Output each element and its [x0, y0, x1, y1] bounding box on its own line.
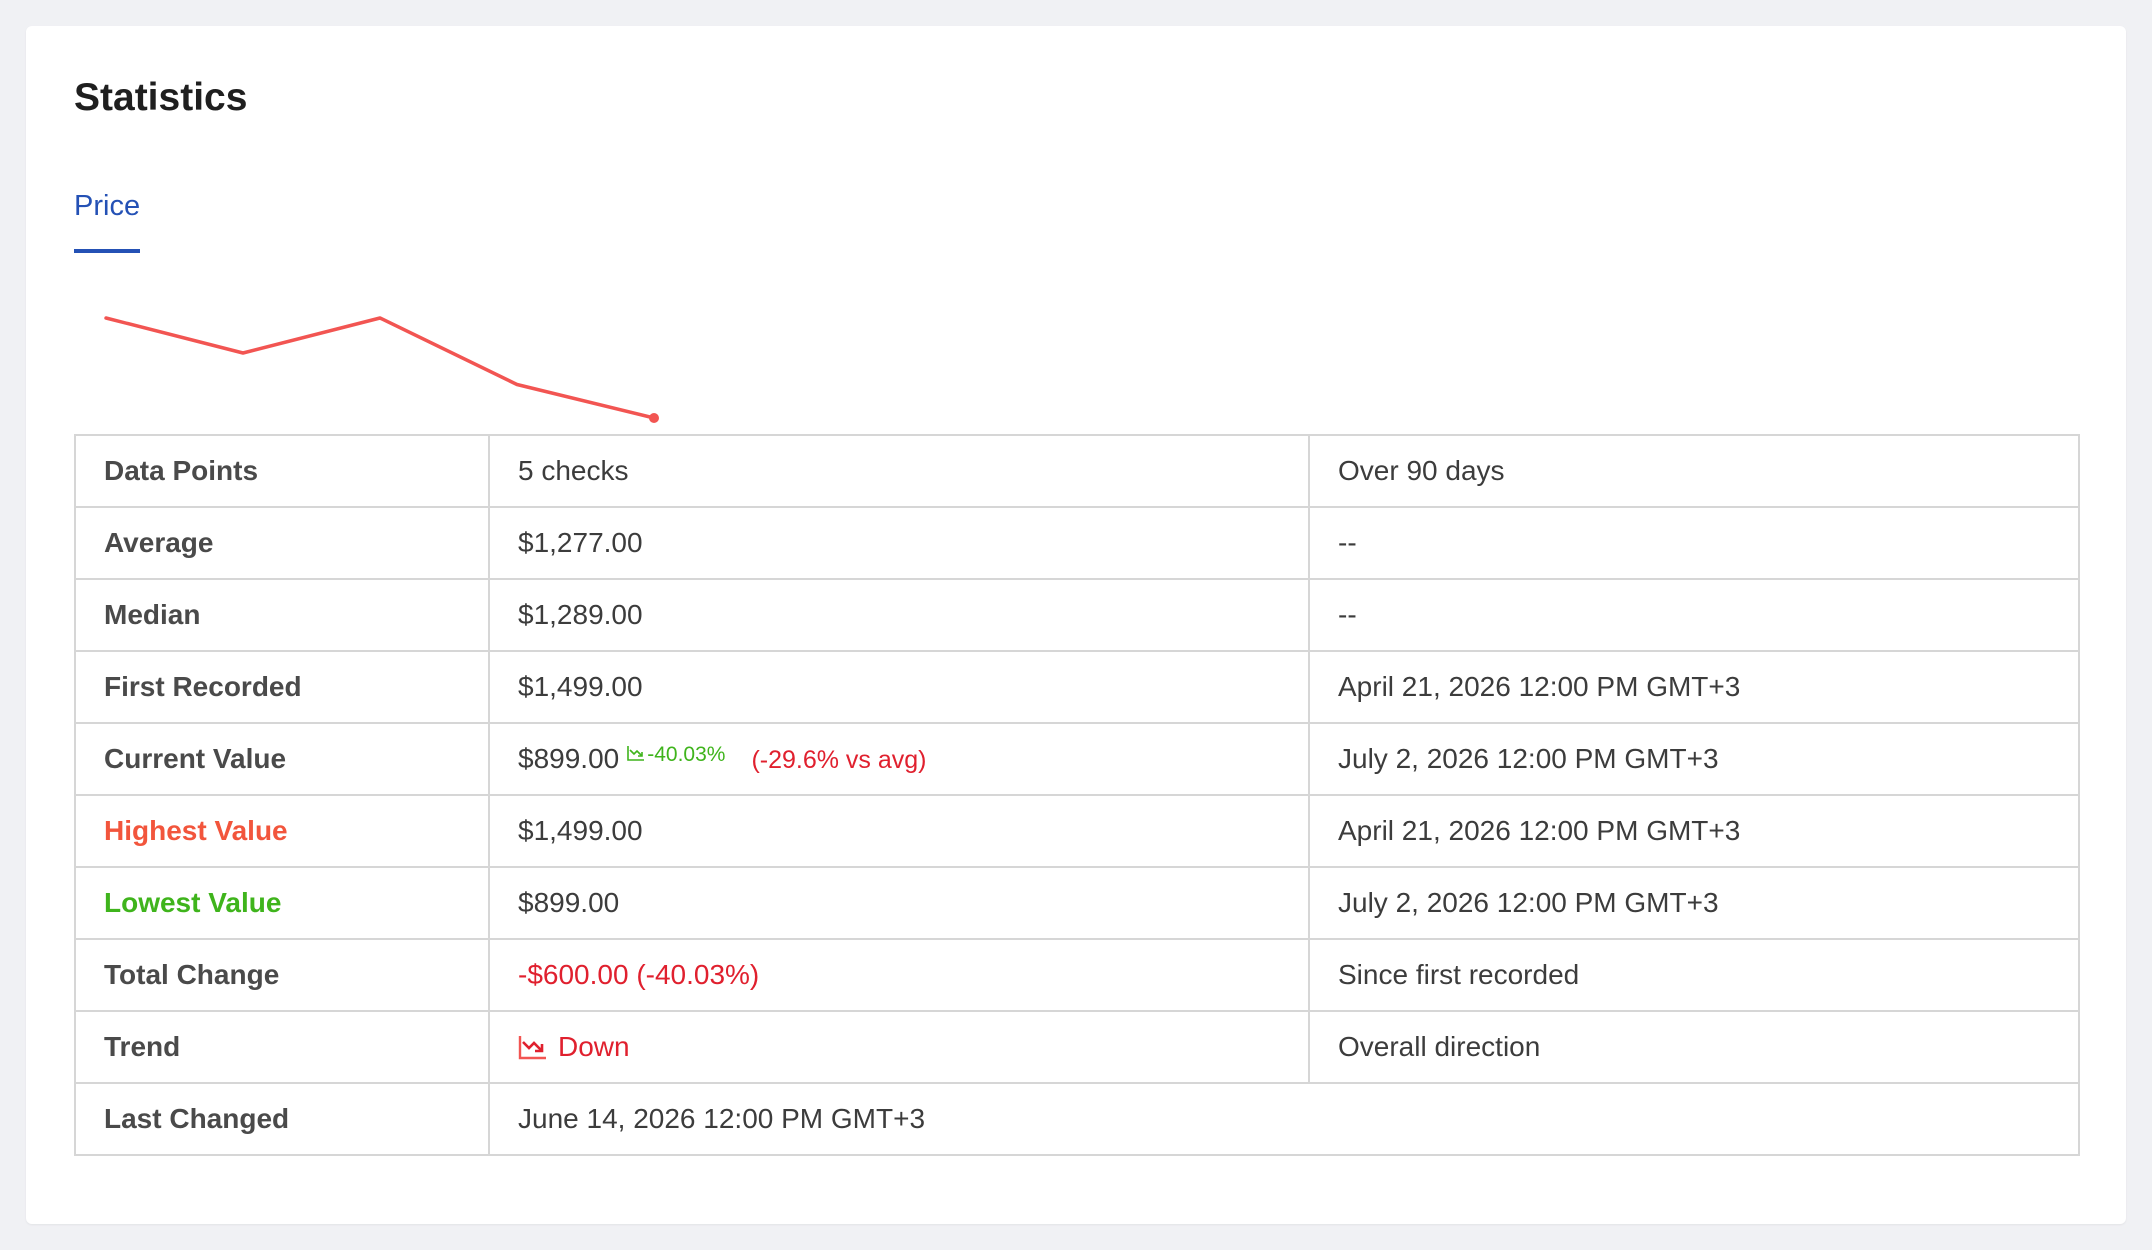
current-value-amount: $899.00	[518, 743, 620, 774]
row-label: Highest Value	[74, 794, 490, 868]
trend-down-icon	[627, 746, 645, 761]
table-row-highest-value: Highest Value $1,499.00 April 21, 2026 1…	[74, 794, 2080, 868]
row-label: Total Change	[74, 938, 490, 1012]
row-label: Trend	[74, 1010, 490, 1084]
table-row-median: Median $1,289.00 --	[74, 578, 2080, 652]
row-note: --	[1308, 506, 2080, 580]
table-row-trend: Trend Down Overall direction	[74, 1010, 2080, 1084]
sparkline-series-line	[104, 316, 656, 420]
table-row-total-change: Total Change -$600.00 (-40.03%) Since fi…	[74, 938, 2080, 1012]
current-change-badge: -40.03%	[627, 743, 725, 766]
row-note: Since first recorded	[1308, 938, 2080, 1012]
table-row-lowest-value: Lowest Value $899.00 July 2, 2026 12:00 …	[74, 866, 2080, 940]
current-vs-average: (-29.6% vs avg)	[751, 746, 927, 774]
trend-down-icon	[518, 1035, 546, 1059]
table-row-data-points: Data Points 5 checks Over 90 days	[74, 434, 2080, 508]
row-note: July 2, 2026 12:00 PM GMT+3	[1308, 722, 2080, 796]
row-note: April 21, 2026 12:00 PM GMT+3	[1308, 650, 2080, 724]
table-row-last-changed: Last Changed June 14, 2026 12:00 PM GMT+…	[74, 1082, 2080, 1156]
sparkline-end-point	[649, 413, 659, 423]
table-row-average: Average $1,277.00 --	[74, 506, 2080, 580]
row-label: Median	[74, 578, 490, 652]
row-label: Data Points	[74, 434, 490, 508]
row-value: $1,499.00	[488, 650, 1310, 724]
row-note: April 21, 2026 12:00 PM GMT+3	[1308, 794, 2080, 868]
row-value: 5 checks	[488, 434, 1310, 508]
row-value: $899.00	[488, 866, 1310, 940]
row-value: $1,277.00	[488, 506, 1310, 580]
page-title: Statistics	[74, 76, 248, 119]
tab-price[interactable]: Price	[74, 192, 141, 253]
tab-bar: Price	[74, 192, 141, 280]
row-label: Current Value	[74, 722, 490, 796]
row-label: First Recorded	[74, 650, 490, 724]
price-sparkline	[104, 316, 659, 423]
row-label: Average	[74, 506, 490, 580]
row-value: $1,499.00	[488, 794, 1310, 868]
row-value: -$600.00 (-40.03%)	[488, 938, 1310, 1012]
table-row-current-value: Current Value $899.00 -40.03% (-29.6% vs a…	[74, 722, 2080, 796]
row-note: Over 90 days	[1308, 434, 2080, 508]
table-row-first-recorded: First Recorded $1,499.00 April 21, 2026 …	[74, 650, 2080, 724]
row-note: July 2, 2026 12:00 PM GMT+3	[1308, 866, 2080, 940]
row-note: --	[1308, 578, 2080, 652]
trend-direction: Down	[558, 1031, 630, 1062]
statistics-card: Statistics Price Data Points 5 checks Ov…	[26, 26, 2126, 1224]
row-label: Last Changed	[74, 1082, 490, 1156]
current-change-percent: -40.03%	[647, 743, 726, 766]
row-label: Lowest Value	[74, 866, 490, 940]
row-value: June 14, 2026 12:00 PM GMT+3	[488, 1082, 2080, 1156]
row-value: $899.00 -40.03% (-29.6% vs avg)	[488, 722, 1310, 796]
statistics-table: Data Points 5 checks Over 90 days Averag…	[74, 434, 2080, 1156]
row-note: Overall direction	[1308, 1010, 2080, 1084]
row-value: $1,289.00	[488, 578, 1310, 652]
row-value: Down	[488, 1010, 1310, 1084]
